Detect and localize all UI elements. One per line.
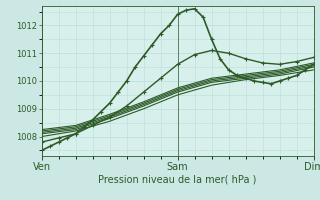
X-axis label: Pression niveau de la mer( hPa ): Pression niveau de la mer( hPa ) <box>99 174 257 184</box>
